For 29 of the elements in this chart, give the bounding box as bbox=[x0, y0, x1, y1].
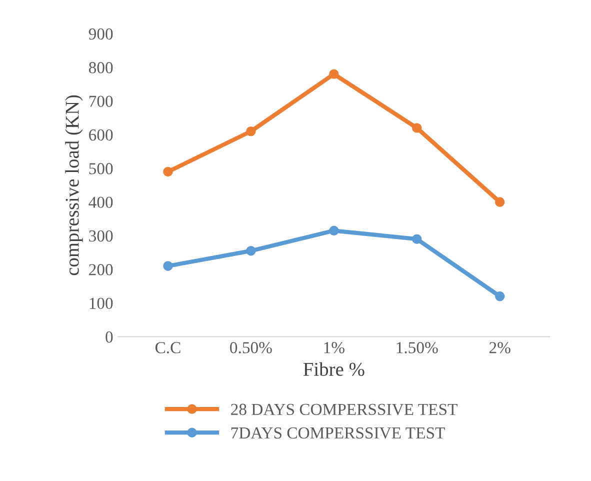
point bbox=[412, 234, 422, 244]
point bbox=[329, 69, 339, 79]
y-tick-label: 200 bbox=[89, 264, 113, 276]
y-tick-label: 0 bbox=[106, 331, 113, 343]
y-tick-label: 500 bbox=[89, 163, 113, 174]
x-tick-label: 0.50% bbox=[230, 342, 272, 354]
x-tick-label: 2% bbox=[489, 342, 510, 354]
y-tick-label: 600 bbox=[89, 129, 113, 141]
point bbox=[412, 123, 422, 133]
y-tick-label: 700 bbox=[89, 96, 113, 107]
point bbox=[163, 261, 173, 271]
y-tick-label: 900 bbox=[88, 28, 113, 40]
point bbox=[494, 291, 505, 302]
y-tick-label: 400 bbox=[88, 196, 113, 208]
x-tick-label: 1.50% bbox=[396, 342, 438, 354]
point bbox=[163, 166, 173, 177]
point bbox=[494, 197, 505, 207]
point bbox=[329, 226, 339, 236]
x-tick-label: 1% bbox=[324, 342, 344, 354]
y-tick-label: 100 bbox=[90, 298, 113, 309]
legend-label: 7DAYS COMPERSSIVE TEST bbox=[231, 427, 445, 439]
point bbox=[246, 246, 256, 256]
y-tick-label: 800 bbox=[88, 62, 113, 74]
legend-label: 28 DAYS COMPERSSIVE TEST bbox=[231, 404, 458, 416]
x-axis-title: Fibre % bbox=[303, 362, 364, 376]
y-axis-title: compressive load (KN) bbox=[65, 95, 83, 276]
x-tick-label: C.C bbox=[155, 342, 180, 354]
point bbox=[246, 126, 256, 136]
y-tick-label: 300 bbox=[89, 230, 113, 242]
